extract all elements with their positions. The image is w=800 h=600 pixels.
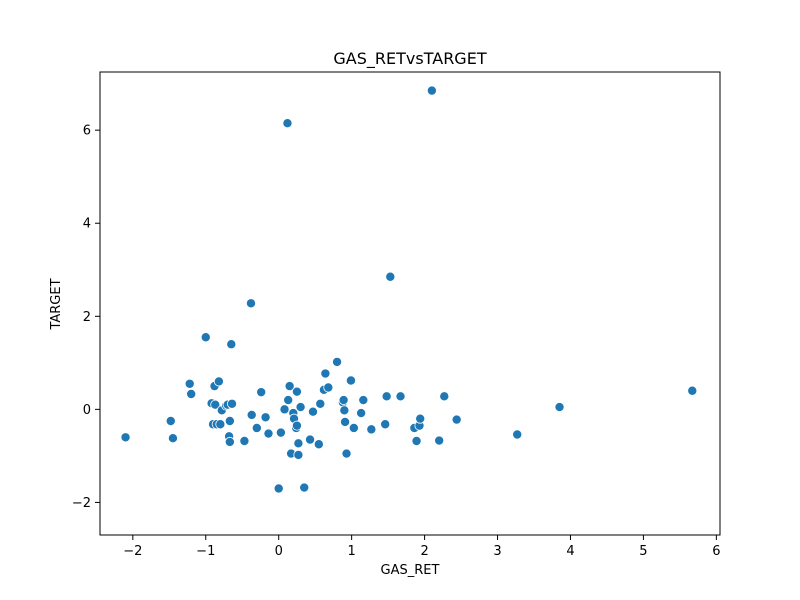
data-point: [381, 391, 392, 402]
y-tick-label: 4: [83, 217, 91, 232]
data-point: [305, 434, 316, 445]
data-point: [426, 85, 437, 96]
data-point: [348, 422, 359, 433]
data-point: [315, 398, 326, 409]
data-point: [120, 432, 131, 443]
x-tick-label: 3: [493, 544, 501, 559]
data-point: [339, 405, 350, 416]
data-point: [213, 376, 224, 387]
data-point: [380, 419, 391, 430]
data-point: [283, 395, 294, 406]
plot-area: −2 −1 0 1 2 3 4 5 6 −2 0 2 4 6: [72, 71, 721, 559]
data-point: [341, 448, 352, 459]
data-point: [295, 402, 306, 413]
data-point: [215, 419, 226, 430]
data-point: [167, 433, 178, 444]
data-point: [554, 402, 565, 413]
data-point: [275, 427, 286, 438]
data-point: [184, 378, 195, 389]
x-tick-label: −2: [123, 544, 142, 559]
x-tick-label: 6: [712, 544, 720, 559]
y-tick-label: 2: [83, 310, 91, 325]
x-tick-label: 1: [348, 544, 356, 559]
data-point: [282, 118, 293, 129]
data-point: [246, 409, 257, 420]
data-point: [385, 271, 396, 282]
x-tick-label: 5: [639, 544, 647, 559]
x-tick-label: 2: [420, 544, 428, 559]
data-point: [293, 438, 304, 449]
y-tick-label: 6: [83, 124, 91, 139]
x-tick-label: 4: [566, 544, 574, 559]
data-point: [332, 356, 343, 367]
data-point: [356, 408, 367, 419]
data-point: [260, 412, 271, 423]
data-point: [210, 399, 221, 410]
data-point: [224, 436, 235, 447]
data-point: [273, 483, 284, 494]
data-point: [340, 416, 351, 427]
data-point: [299, 482, 310, 493]
data-point: [323, 382, 334, 393]
y-axis-label: TARGET: [49, 278, 64, 330]
data-point: [320, 368, 331, 379]
data-point: [338, 395, 349, 406]
data-point: [293, 449, 304, 460]
data-point: [251, 422, 262, 433]
data-point: [291, 420, 302, 431]
data-point: [245, 298, 256, 309]
data-point: [434, 435, 445, 446]
data-point: [512, 429, 523, 440]
data-point: [439, 391, 450, 402]
data-point: [291, 386, 302, 397]
data-point: [358, 395, 369, 406]
data-point: [411, 435, 422, 446]
data-point: [226, 339, 237, 350]
data-point: [224, 415, 235, 426]
data-point: [366, 424, 377, 435]
axes-frame: [99, 71, 721, 536]
data-point: [687, 385, 698, 396]
data-point: [239, 435, 250, 446]
data-point: [451, 414, 462, 425]
data-point: [395, 391, 406, 402]
data-point: [186, 389, 197, 400]
y-tick-label: −2: [72, 496, 91, 511]
data-point: [227, 398, 238, 409]
y-tick-label: 0: [83, 403, 91, 418]
chart-title: GAS_RETvsTARGET: [333, 49, 486, 69]
data-point: [313, 439, 324, 450]
data-point: [415, 413, 426, 424]
data-point: [307, 406, 318, 417]
x-axis-label: GAS_RET: [381, 563, 440, 578]
data-point: [200, 332, 211, 343]
x-tick-label: 0: [275, 544, 283, 559]
data-point: [256, 387, 267, 398]
data-point: [345, 375, 356, 386]
data-point: [284, 381, 295, 392]
data-point: [263, 428, 274, 439]
data-point: [279, 404, 290, 415]
data-point: [165, 415, 176, 426]
x-tick-label: −1: [196, 544, 215, 559]
